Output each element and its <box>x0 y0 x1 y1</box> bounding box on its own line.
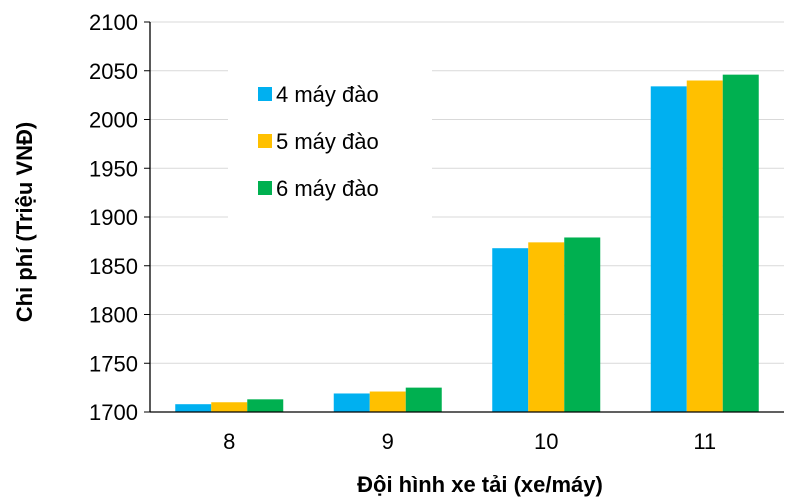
bar-9-series-1 <box>333 393 370 412</box>
bars <box>175 74 759 413</box>
bar-8-series-2 <box>211 402 248 412</box>
legend-swatch <box>258 87 272 101</box>
bar-11-series-3 <box>722 74 759 413</box>
legend-label: 5 máy đào <box>276 129 379 154</box>
x-tick-label: 11 <box>693 429 716 454</box>
bar-8-series-1 <box>175 404 212 412</box>
x-tick-label: 9 <box>382 429 394 454</box>
y-axis-title: Chi phí (Triệu VNĐ) <box>12 122 37 322</box>
bar-10-series-2 <box>528 242 565 412</box>
bar-10-series-3 <box>564 237 601 412</box>
y-tick-label: 2050 <box>89 59 138 84</box>
y-tick-labels: 1700 1750 1800 1850 1900 1950 2000 2050 2100 <box>89 10 150 425</box>
x-axis-title: Đội hình xe tải (xe/máy) <box>357 472 603 497</box>
x-tick-labels: 8 9 10 11 <box>223 429 716 454</box>
bar-10-series-1 <box>492 248 529 412</box>
y-tick-label: 2000 <box>89 108 138 133</box>
y-tick-label: 1950 <box>89 156 138 181</box>
x-tick-label: 10 <box>534 429 558 454</box>
bar-11-series-1 <box>650 86 687 412</box>
bar-11-series-2 <box>686 80 723 412</box>
y-tick-label: 1750 <box>89 351 138 376</box>
y-tick-label: 2100 <box>89 10 138 35</box>
legend-swatch <box>258 181 272 195</box>
y-tick-label: 1700 <box>89 400 138 425</box>
bar-9-series-3 <box>405 387 442 412</box>
bar-8-series-3 <box>247 399 284 412</box>
legend: 4 máy đào 5 máy đào 6 máy đào <box>228 70 432 218</box>
bar-9-series-2 <box>369 391 406 412</box>
y-tick-label: 1850 <box>89 254 138 279</box>
legend-label: 4 máy đào <box>276 82 379 107</box>
x-tick-label: 8 <box>223 429 235 454</box>
y-tick-label: 1900 <box>89 205 138 230</box>
legend-swatch <box>258 134 272 148</box>
legend-label: 6 máy đào <box>276 176 379 201</box>
y-tick-label: 1800 <box>89 303 138 328</box>
